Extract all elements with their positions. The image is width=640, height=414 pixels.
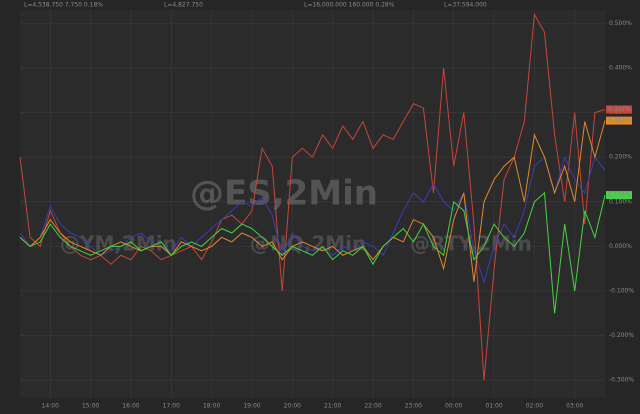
header-text: L=4,827.750	[164, 2, 203, 9]
y-tick-label: 0.500%	[609, 20, 632, 27]
line	[19, 12, 606, 381]
x-tick-label: 22:00	[364, 403, 381, 410]
y-tick-label: 0.400%	[609, 64, 632, 71]
x-tick-label: 18:00	[203, 403, 220, 410]
y-tick-label: 0.000%	[609, 243, 632, 250]
end-tag	[606, 191, 632, 200]
x-tick-label: 16:00	[122, 403, 139, 410]
y-tick-label: 0.100%	[609, 198, 632, 205]
x-tick-label: 23:00	[405, 403, 422, 410]
line	[19, 191, 606, 314]
x-tick-label: 15:00	[82, 403, 99, 410]
end-tag	[606, 105, 632, 114]
end-tag	[606, 116, 632, 125]
y-tick-label: 0.200%	[609, 154, 632, 161]
end-tag-label: 0.282%	[608, 117, 631, 124]
x-tick-label: 00:00	[445, 403, 462, 410]
y-tick-label: -0.200%	[609, 332, 634, 339]
x-tick-label: 17:00	[163, 403, 180, 410]
y-tick-label: -0.300%	[609, 377, 634, 384]
x-tick-label: 01:00	[485, 403, 502, 410]
header-text: L=4,538.750 7.750 0.18%	[24, 2, 103, 9]
x-tick-label: 02:00	[526, 403, 543, 410]
x-tick-label: 19:00	[243, 403, 260, 410]
line	[19, 155, 606, 284]
plot-area	[20, 10, 605, 398]
y-tick-label: -0.100%	[609, 287, 634, 294]
watermark: @ES,2Min	[190, 174, 378, 214]
header-text: L=16,000.000 160.000 0.28%	[304, 2, 395, 9]
x-tick-label: 20:00	[284, 403, 301, 410]
end-tag-label: 0.307%	[608, 106, 631, 113]
x-tick-label: 03:00	[566, 403, 583, 410]
end-tag-label: 0.115%	[608, 192, 631, 199]
header-text: L=37,594.000	[444, 2, 487, 9]
line	[19, 120, 606, 283]
x-tick-label: 14:00	[42, 403, 59, 410]
x-tick-label: 21:00	[324, 403, 341, 410]
